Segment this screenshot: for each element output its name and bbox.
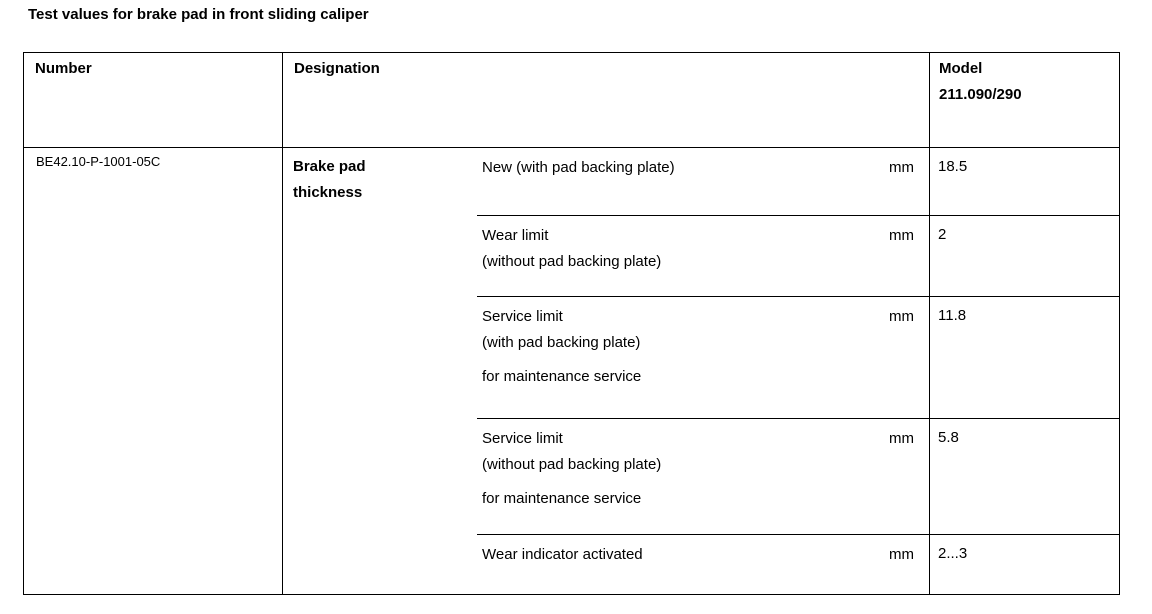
table-row: BE42.10-P-1001-05C Brake pad thickness N… — [24, 148, 1119, 594]
test-values-table: Number Designation Model 211.090/290 BE4… — [23, 52, 1120, 595]
spec-list: New (with pad backing plate) mm Wear lim… — [477, 148, 929, 594]
column-header-designation: Designation — [294, 60, 380, 77]
spec-note: for maintenance service — [482, 368, 642, 385]
designation-label-line2: thickness — [293, 184, 363, 201]
spec-description: Service limit (with pad backing plate) f… — [482, 304, 641, 390]
designation-label: Brake pad thickness — [283, 148, 477, 594]
model-header-line1: Model — [939, 60, 983, 77]
spec-value: 5.8 — [930, 418, 1119, 534]
document-title: Test values for brake pad in front slidi… — [28, 6, 369, 23]
spec-row-wear-indicator: Wear indicator activated mm — [477, 534, 929, 594]
spec-unit: mm — [889, 430, 914, 447]
spec-unit: mm — [889, 308, 914, 325]
model-value-list: 18.5 2 11.8 5.8 2...3 — [929, 148, 1119, 594]
spec-value: 11.8 — [930, 296, 1119, 418]
spec-row-new: New (with pad backing plate) mm — [477, 148, 929, 215]
document-number: BE42.10-P-1001-05C — [24, 148, 283, 594]
spec-note: for maintenance service — [482, 490, 642, 507]
spec-unit: mm — [889, 227, 914, 244]
table-header-row: Number Designation Model 211.090/290 — [24, 53, 1119, 148]
column-header-model: Model 211.090/290 — [929, 53, 1119, 147]
spec-row-service-limit-with: Service limit (with pad backing plate) f… — [477, 296, 929, 418]
spec-row-service-limit-without: Service limit (without pad backing plate… — [477, 418, 929, 534]
designation-label-line1: Brake pad — [293, 158, 366, 175]
spec-description: Wear indicator activated — [482, 546, 643, 563]
spec-value: 2...3 — [930, 534, 1119, 594]
spec-description: Wear limit (without pad backing plate) — [482, 227, 662, 270]
spec-unit: mm — [889, 159, 914, 176]
spec-value: 18.5 — [938, 158, 968, 175]
spec-value: 2 — [930, 215, 1119, 296]
spec-description: New (with pad backing plate) — [482, 159, 675, 176]
model-header-line2: 211.090/290 — [939, 86, 1022, 103]
spec-row-wear-limit: Wear limit (without pad backing plate) m… — [477, 215, 929, 296]
column-header-number: Number — [24, 53, 283, 147]
spec-description: Service limit (without pad backing plate… — [482, 426, 661, 512]
spec-unit: mm — [889, 546, 914, 563]
